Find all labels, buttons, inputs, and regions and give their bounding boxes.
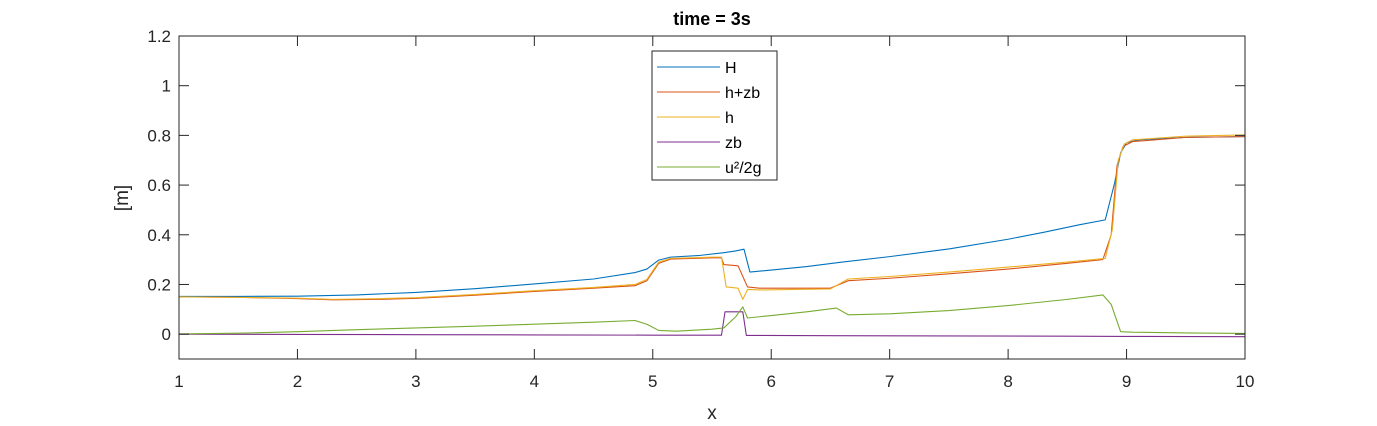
y-tick-label: 0.6 bbox=[147, 176, 171, 195]
x-tick-label: 8 bbox=[1003, 372, 1012, 391]
series-layer bbox=[178, 134, 1246, 338]
axes-box bbox=[178, 35, 1246, 360]
x-tick-label: 5 bbox=[648, 372, 657, 391]
legend: Hh+zb h zb u²/2g bbox=[651, 50, 778, 181]
series-line-zb bbox=[178, 311, 1246, 338]
x-tick-label: 6 bbox=[766, 372, 775, 391]
series-line-h bbox=[178, 134, 1246, 300]
legend-label-h-zb: h+zb bbox=[725, 85, 760, 102]
x-axis: 1 2 3 4 5 6 7 8 9 10 bbox=[174, 36, 1254, 391]
chart-title: time = 3s bbox=[673, 9, 751, 29]
y-tick-label: 1 bbox=[162, 77, 171, 96]
legend-box bbox=[651, 50, 778, 181]
series-line-h bbox=[179, 136, 1246, 297]
legend-label-h: h bbox=[725, 110, 734, 127]
legend-label-h: H bbox=[725, 60, 737, 77]
y-tick-label: 1.2 bbox=[147, 27, 171, 46]
x-tick-label: 7 bbox=[885, 372, 894, 391]
y-axis-label: [m] bbox=[112, 185, 133, 211]
y-tick-label: 0.8 bbox=[147, 126, 171, 145]
legend-label-u-2g: u²/2g bbox=[725, 160, 761, 177]
x-tick-label: 1 bbox=[174, 372, 183, 391]
y-tick-label: 0 bbox=[162, 325, 171, 344]
x-axis-label: x bbox=[707, 403, 717, 424]
legend-label-zb: zb bbox=[725, 135, 742, 152]
x-tick-label: 4 bbox=[530, 372, 539, 391]
x-tick-label: 9 bbox=[1122, 372, 1131, 391]
series-line-u-2g bbox=[178, 294, 1246, 335]
series-line-h-zb bbox=[178, 136, 1246, 301]
x-tick-label: 10 bbox=[1236, 372, 1255, 391]
y-tick-label: 0.4 bbox=[147, 226, 171, 245]
x-tick-label: 3 bbox=[411, 372, 420, 391]
y-tick-label: 0.2 bbox=[147, 275, 171, 294]
y-axis: 0 0.2 0.4 0.6 0.8 1 1.2 bbox=[147, 27, 1245, 344]
x-tick-label: 2 bbox=[293, 372, 302, 391]
